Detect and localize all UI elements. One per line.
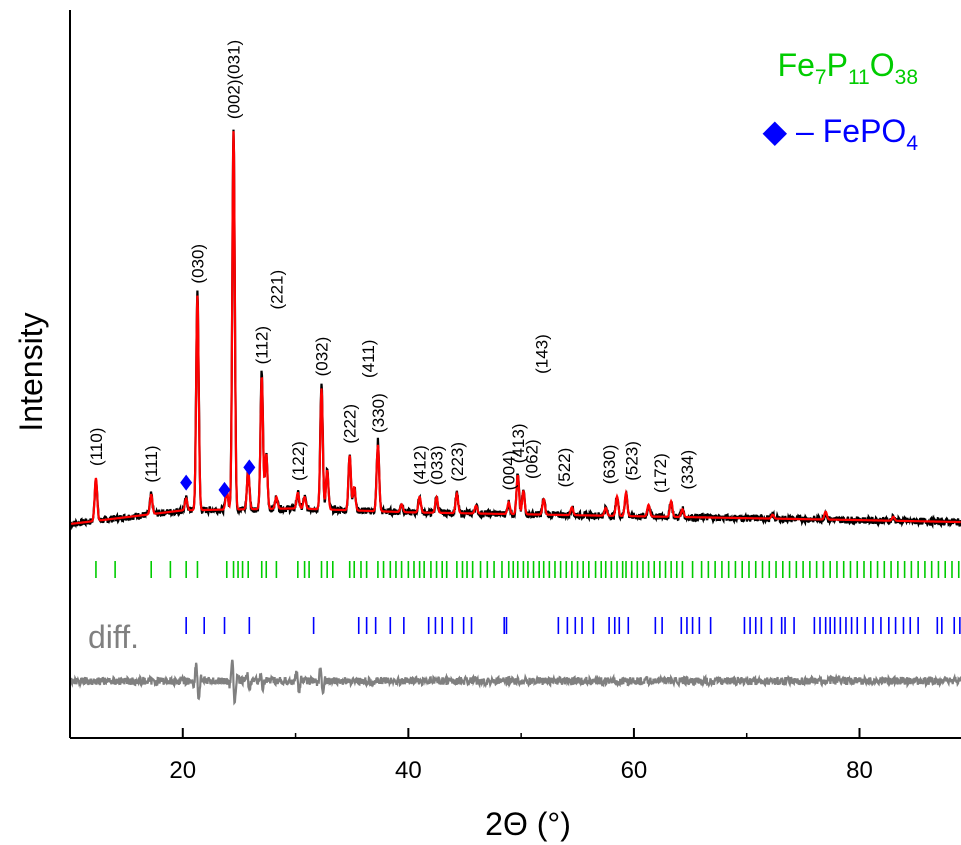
hkl-labels: (110) (111) (030) (002)(031) (112) (221) (122)… xyxy=(87,40,697,493)
hkl-label: (032) xyxy=(313,337,332,377)
x-tick-label: 80 xyxy=(846,757,873,784)
hkl-label: (413) xyxy=(509,424,528,464)
fepo4-diamond-marker xyxy=(180,474,193,491)
hkl-label: (062) xyxy=(522,439,541,479)
hkl-label: (110) xyxy=(87,428,106,466)
x-tick-label: 40 xyxy=(395,757,422,784)
hkl-label: (221) xyxy=(267,270,286,310)
fepo4-diamond-marker xyxy=(243,459,256,476)
hkl-label: (411) xyxy=(359,340,378,378)
x-ticks: 20 40 60 80 xyxy=(69,728,873,784)
hkl-label: (412) xyxy=(411,445,430,485)
difference-curve-group xyxy=(70,659,961,706)
hkl-label: (172) xyxy=(651,453,670,493)
x-axis-title: 2Θ (°) xyxy=(485,806,571,842)
hkl-label: (111) xyxy=(142,446,161,483)
x-tick-label: 20 xyxy=(169,757,196,784)
hkl-label: (630) xyxy=(600,445,619,485)
fepo4-diamond-marker xyxy=(218,481,231,498)
hkl-label: (112) xyxy=(253,326,272,364)
hkl-label: (033) xyxy=(428,446,447,486)
y-axis-title: Intensity xyxy=(13,312,49,431)
difference-curve xyxy=(70,659,961,706)
legend: Fe7P11O38 ◆ – FePO4 xyxy=(763,47,919,155)
hkl-label: (143) xyxy=(532,334,551,374)
profile-curves-group xyxy=(70,129,961,531)
calculated-curve xyxy=(70,131,961,525)
axes: 20 40 60 80 xyxy=(69,10,961,784)
reflection-tick-rows xyxy=(95,561,961,634)
hkl-label: (002)(031) xyxy=(225,40,244,119)
hkl-label: (330) xyxy=(369,393,388,433)
hkl-label: (522) xyxy=(555,448,574,488)
hkl-label: (030) xyxy=(188,244,207,284)
diff-label: diff. xyxy=(88,619,139,655)
hkl-label: (004) xyxy=(500,451,519,491)
fepo4-markers xyxy=(180,459,256,498)
plot-area xyxy=(70,10,961,738)
legend-entry: ◆ – FePO4 xyxy=(763,113,919,155)
hkl-label: (223) xyxy=(448,442,467,482)
hkl-label: (523) xyxy=(623,441,642,481)
legend-entry: Fe7P11O38 xyxy=(778,47,918,89)
x-tick-label: 60 xyxy=(621,757,648,784)
hkl-label: (222) xyxy=(341,404,360,444)
hkl-label: (122) xyxy=(289,441,308,481)
hkl-label: (334) xyxy=(678,450,697,490)
